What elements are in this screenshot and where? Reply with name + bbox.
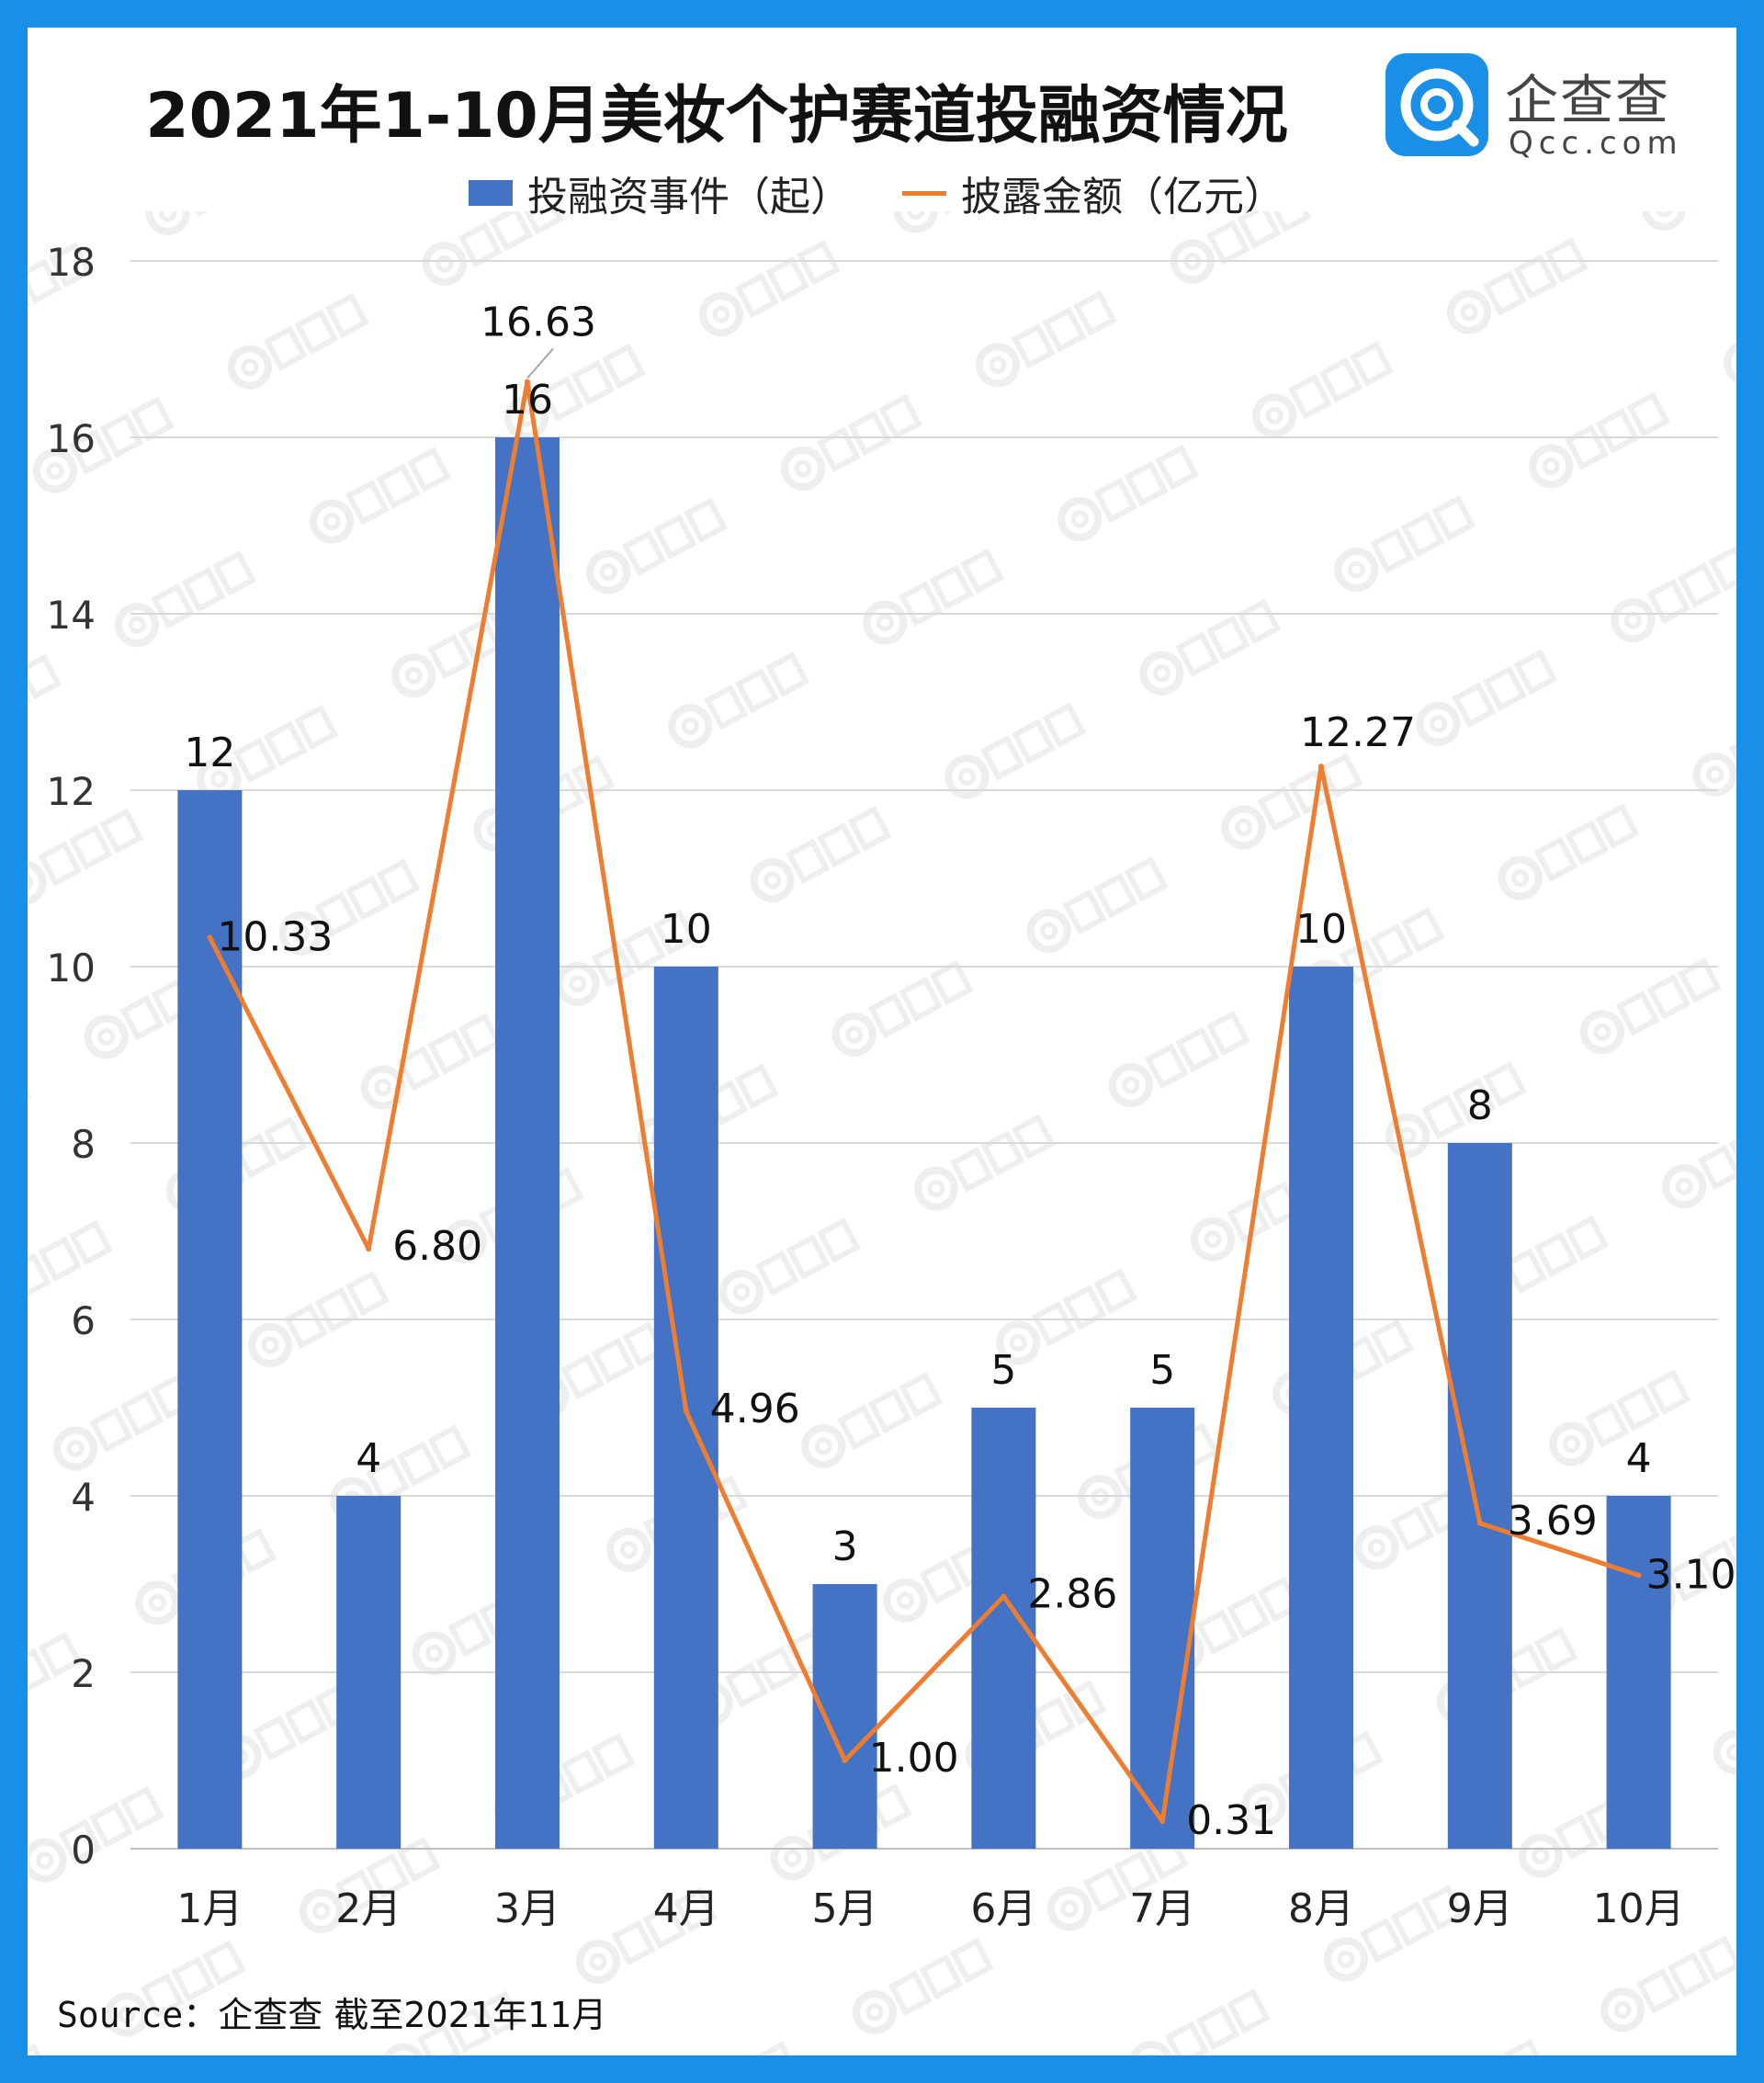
bar-data-label: 4 [356,1435,381,1482]
bar-data-label: 10 [1295,906,1347,953]
source-text: 企查查 截至2021年11月 [218,1995,607,2035]
x-tick-label: 5月 [812,1885,878,1932]
bar [1130,1408,1195,1849]
qcc-logo-domain: Qcc.com [1509,125,1683,162]
line-data-label: 4.96 [710,1386,800,1432]
y-tick-label: 12 [47,769,96,814]
x-tick-label: 6月 [970,1885,1036,1932]
y-tick-label: 6 [71,1298,96,1343]
bar [336,1496,401,1849]
line-data-label: 16.63 [481,300,596,346]
chart-card: 2021年1-10月美妆个护赛道投融资情况 企查查 Qcc.com 投融资事件（… [28,28,1736,2055]
bar-data-label: 5 [1149,1347,1175,1394]
line-point [366,1246,372,1252]
bar-data-label: 16 [502,377,553,424]
y-tick-label: 0 [71,1828,96,1873]
bar-data-label: 12 [184,730,235,776]
bar-data-label: 10 [661,906,712,953]
x-tick-label: 2月 [335,1885,401,1932]
bar [1447,1143,1512,1849]
x-tick-label: 8月 [1288,1885,1354,1932]
source-label: Source： [57,1995,219,2035]
y-tick-label: 4 [71,1475,96,1520]
bar [177,790,243,1849]
chart-plot: 0 2 4 6 8 10 12 14 16 18 12 4 16 10 3 5 5 10 8 4 10.33 6.80 16… [28,211,1736,2055]
bar-data-label: 3 [832,1523,858,1570]
bar-data-label: 5 [990,1347,1016,1394]
x-tick-label: 1月 [176,1885,243,1932]
x-tick-label: 9月 [1447,1885,1513,1932]
line-data-label: 12.27 [1300,709,1416,756]
line-point [1159,1818,1166,1825]
y-tick-label: 16 [47,416,96,461]
legend-swatch-line [902,190,946,196]
chart-title: 2021年1-10月美妆个护赛道投融资情况 [145,80,1288,153]
bar-data-label: 8 [1467,1082,1493,1129]
qcc-logo-name: 企查查 [1505,69,1671,131]
line-point [1318,764,1324,770]
line-point [683,1408,689,1414]
y-tick-label: 2 [71,1651,96,1696]
line-point [1001,1593,1007,1600]
x-tick-label: 3月 [494,1885,560,1932]
x-tick-label: 7月 [1129,1885,1195,1932]
bar-data-label: 4 [1626,1435,1652,1482]
line-data-label: 10.33 [217,913,333,960]
bar [495,437,560,1849]
legend-swatch-bar [469,180,513,206]
line-point [1635,1572,1642,1579]
label-leader-line [526,347,554,379]
line-data-label: 0.31 [1186,1797,1276,1844]
line-point [842,1758,848,1763]
line-data-label: 2.86 [1027,1570,1117,1617]
bar [1289,967,1353,1849]
qcc-logo-icon [1385,53,1488,156]
line-point [207,934,213,941]
y-tick-label: 18 [47,240,96,285]
y-tick-label: 14 [47,593,96,638]
x-tick-label: 10月 [1593,1885,1685,1932]
line-series [208,379,1640,1824]
line-data-label: 3.69 [1508,1498,1598,1545]
line-point [525,379,530,385]
line-data-label: 6.80 [392,1223,482,1270]
bar [1606,1496,1671,1849]
y-tick-label: 8 [71,1122,96,1167]
line-point [1476,1520,1483,1526]
qcc-logo: 企查查 Qcc.com [1385,53,1716,173]
x-tick-label: 4月 [653,1885,719,1932]
line-data-label: 3.10 [1646,1551,1736,1598]
y-tick-label: 10 [47,945,96,991]
line-data-label: 1.00 [869,1735,959,1782]
source-note: Source：企查查 截至2021年11月 [57,1987,606,2037]
